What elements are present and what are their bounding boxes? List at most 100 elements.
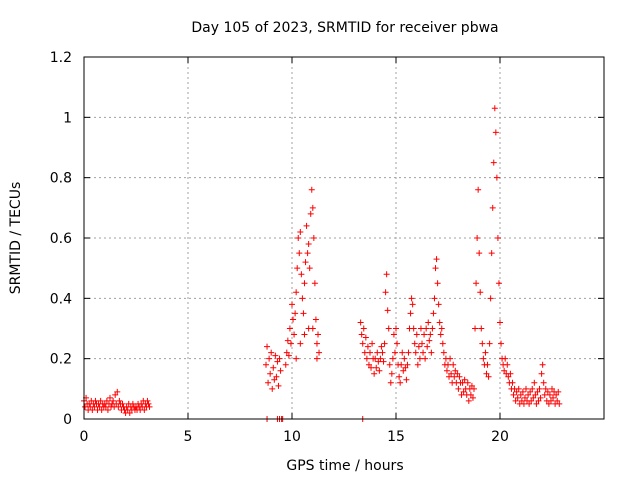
data-point (391, 349, 398, 356)
data-point (267, 370, 274, 377)
data-point (430, 310, 437, 317)
data-point (513, 388, 520, 395)
data-point (491, 105, 498, 112)
data-point (431, 295, 438, 302)
data-point (478, 325, 485, 332)
data-point (110, 397, 117, 404)
data-point (103, 397, 110, 404)
data-point (145, 400, 152, 407)
data-point (372, 355, 379, 362)
y-tick-label: 1.2 (50, 50, 72, 66)
data-point (555, 388, 562, 395)
x-tick-label: 10 (283, 429, 301, 445)
data-point (388, 370, 395, 377)
data-point (415, 343, 422, 350)
data-point (271, 376, 278, 383)
data-point (409, 301, 416, 308)
data-point (265, 379, 272, 386)
data-point (429, 325, 436, 332)
data-point (480, 355, 487, 362)
data-point (536, 385, 543, 392)
data-point (538, 370, 545, 377)
data-point (545, 400, 552, 407)
data-point (495, 280, 502, 287)
data-point (284, 337, 291, 344)
data-point (273, 373, 280, 380)
data-point (504, 361, 511, 368)
data-point (553, 391, 560, 398)
data-point (473, 280, 480, 287)
data-point (526, 400, 533, 407)
data-point (472, 325, 479, 332)
data-point (274, 358, 281, 365)
data-point (497, 319, 503, 326)
data-point (433, 256, 440, 263)
data-point (520, 400, 527, 407)
data-point (264, 343, 271, 350)
data-point (436, 319, 443, 326)
data-point (299, 295, 306, 302)
data-point (446, 373, 453, 380)
data-point (541, 391, 548, 398)
data-point (464, 379, 471, 386)
data-point (376, 367, 383, 374)
data-point (374, 349, 381, 356)
data-point (443, 367, 450, 374)
data-point (379, 349, 386, 356)
data-point (114, 388, 121, 395)
data-point (266, 355, 273, 362)
data-point (537, 394, 544, 401)
data-point (483, 370, 490, 377)
data-point (363, 355, 370, 362)
data-point (387, 379, 394, 386)
data-point (397, 379, 404, 386)
data-point (408, 295, 415, 302)
data-point (514, 394, 521, 401)
data-point (423, 325, 430, 332)
data-point (490, 159, 497, 166)
data-point (507, 370, 514, 377)
data-point (533, 400, 540, 407)
data-point (530, 394, 537, 401)
data-point (112, 391, 119, 398)
data-point (304, 250, 311, 257)
data-point (515, 385, 522, 392)
data-point (371, 370, 378, 377)
data-point (361, 349, 368, 356)
y-axis-label: SRMTID / TECUs (8, 182, 24, 295)
data-point (416, 355, 423, 362)
data-point (359, 340, 366, 347)
data-point (519, 388, 526, 395)
data-point (458, 391, 465, 398)
y-tick-label: 0.4 (50, 291, 72, 307)
data-point (287, 340, 294, 347)
data-point (525, 391, 532, 398)
data-point (144, 397, 151, 404)
data-point (474, 235, 481, 241)
data-point (410, 325, 417, 332)
data-point (312, 316, 319, 323)
data-point (396, 373, 403, 380)
data-point (412, 349, 419, 356)
data-point (292, 310, 299, 317)
data-point (424, 343, 431, 350)
data-point (549, 385, 555, 392)
data-point (532, 391, 539, 398)
data-point (119, 400, 126, 407)
data-point (451, 373, 458, 380)
data-point (492, 129, 499, 136)
data-point (399, 349, 406, 356)
data-point (437, 331, 444, 338)
data-point (460, 388, 467, 395)
x-tick-label: 20 (491, 429, 509, 445)
data-point (539, 361, 546, 368)
data-point (276, 355, 283, 362)
data-point (365, 361, 372, 368)
data-point (544, 388, 551, 395)
data-point (146, 403, 153, 410)
x-axis-label: GPS time / hours (286, 458, 403, 474)
data-point (315, 331, 321, 338)
data-point (484, 361, 491, 368)
data-point (313, 355, 320, 362)
